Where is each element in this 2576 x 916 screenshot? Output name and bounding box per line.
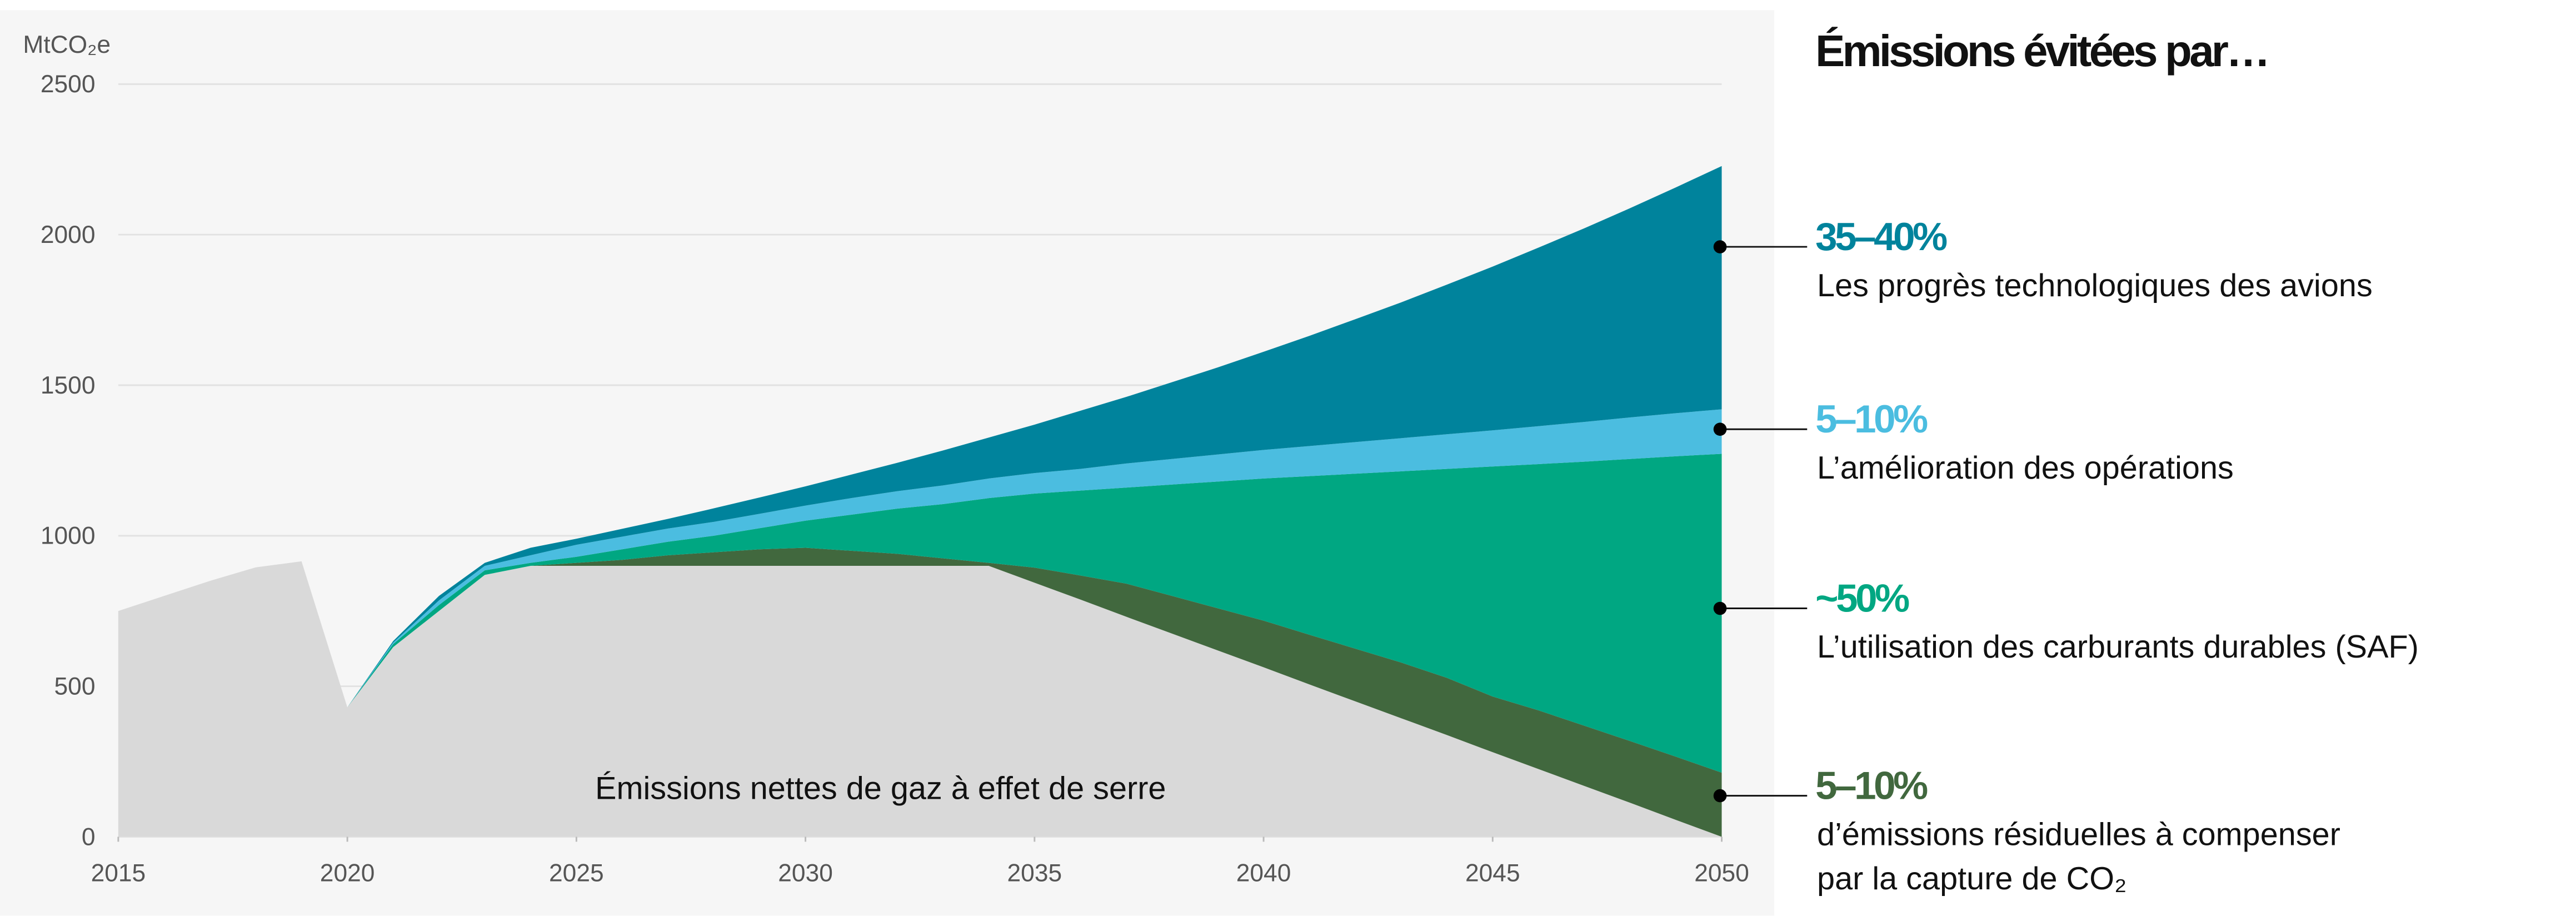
y-axis-label: MtCO₂e bbox=[23, 31, 111, 58]
x-tick-label: 2030 bbox=[778, 859, 833, 887]
area bbox=[118, 454, 1722, 773]
y-tick-label: 1500 bbox=[41, 372, 96, 399]
annotation-text: par la capture de CO₂ bbox=[1817, 861, 2126, 897]
y-tick-label: 1000 bbox=[41, 522, 96, 550]
y-tick-label: 2500 bbox=[41, 71, 96, 98]
x-tick-label: 2025 bbox=[549, 859, 604, 887]
area bbox=[118, 166, 1722, 708]
annotation-share: ~50% bbox=[1815, 576, 1909, 620]
annotation-text: L’utilisation des carburants durables (S… bbox=[1817, 629, 2419, 665]
area bbox=[118, 547, 1722, 837]
annotation-text: d’émissions résiduelles à compenser bbox=[1817, 817, 2340, 852]
x-tick-label: 2015 bbox=[91, 859, 146, 887]
y-tick-label: 500 bbox=[54, 673, 96, 700]
annotation-dot bbox=[1713, 240, 1727, 253]
areas bbox=[118, 166, 1722, 837]
heading: Émissions évitées par… bbox=[1815, 26, 2268, 76]
y-tick-label: 2000 bbox=[41, 221, 96, 248]
area bbox=[118, 561, 1722, 837]
annotation-share: 35–40% bbox=[1815, 215, 1947, 259]
x-tick-label: 2050 bbox=[1694, 859, 1749, 887]
annotation-text: L’amélioration des opérations bbox=[1817, 450, 2234, 486]
annotation-share: 5–10% bbox=[1815, 764, 1928, 808]
labels: 0 500 1000 1500 2000 2500 2015 2020 2025 2030 2035… bbox=[41, 71, 2419, 897]
x-tick-label: 2040 bbox=[1236, 859, 1291, 887]
annotation-share: 5–10% bbox=[1815, 397, 1928, 441]
x-tick-label: 2020 bbox=[320, 859, 375, 887]
area-label: Émissions nettes de gaz à effet de serre bbox=[595, 771, 1166, 807]
x-tick-label: 2035 bbox=[1007, 859, 1062, 887]
y-tick-label: 0 bbox=[82, 823, 96, 850]
x-tick-label: 2045 bbox=[1465, 859, 1520, 887]
annotation-dot bbox=[1713, 789, 1727, 803]
annotation-dot bbox=[1713, 601, 1727, 615]
area bbox=[118, 409, 1722, 708]
annotation-dot bbox=[1713, 422, 1727, 436]
annotation-text: Les progrès technologiques des avions bbox=[1817, 268, 2373, 303]
